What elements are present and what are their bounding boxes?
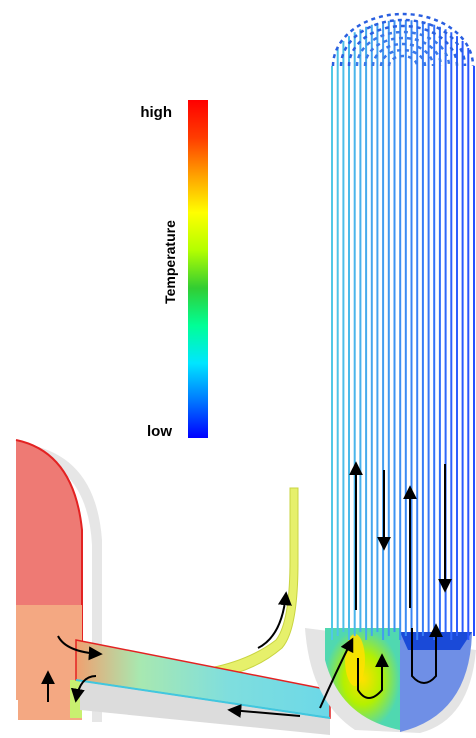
- u-tube-bend: [379, 48, 427, 67]
- vessel-bottom-zone: [18, 700, 82, 720]
- plenum-up-arrow: [319, 637, 354, 709]
- temperature-legend: high low Temperature: [140, 100, 208, 440]
- legend-title: Temperature: [162, 220, 178, 304]
- plenum-cold-half: [400, 632, 472, 732]
- branch-pipe-up-arrow: [257, 591, 292, 649]
- flow-arrows: [41, 461, 452, 718]
- vessel-bottom-down-arrow: [70, 675, 97, 703]
- legend-high-label: high: [140, 104, 172, 121]
- main-pipe-left-arrow: [227, 703, 301, 718]
- hot-vessel: [15, 439, 102, 722]
- branch-pipe-body: [209, 487, 299, 679]
- vessel-outlet-right-arrow: [57, 635, 103, 661]
- legend-low-label: low: [147, 423, 172, 440]
- u-tube-bend: [347, 24, 459, 67]
- legend-color-bar: [188, 100, 208, 438]
- u-tube-bend: [371, 42, 435, 67]
- main-pipe: [75, 639, 331, 735]
- hot-vessel-edge: [15, 439, 83, 690]
- u-tube-bend: [363, 36, 443, 67]
- branch-pipe: [209, 487, 299, 679]
- main-pipe-lower-edge: [75, 679, 331, 719]
- plenum-hot-spot: [345, 634, 365, 686]
- u-tube-bend: [331, 12, 475, 67]
- tube-right-loop-arrow: [411, 623, 443, 684]
- u-tube-bundle: [331, 12, 475, 640]
- u-tube-bend: [387, 54, 419, 67]
- plenum-loop-arrow: [357, 653, 389, 699]
